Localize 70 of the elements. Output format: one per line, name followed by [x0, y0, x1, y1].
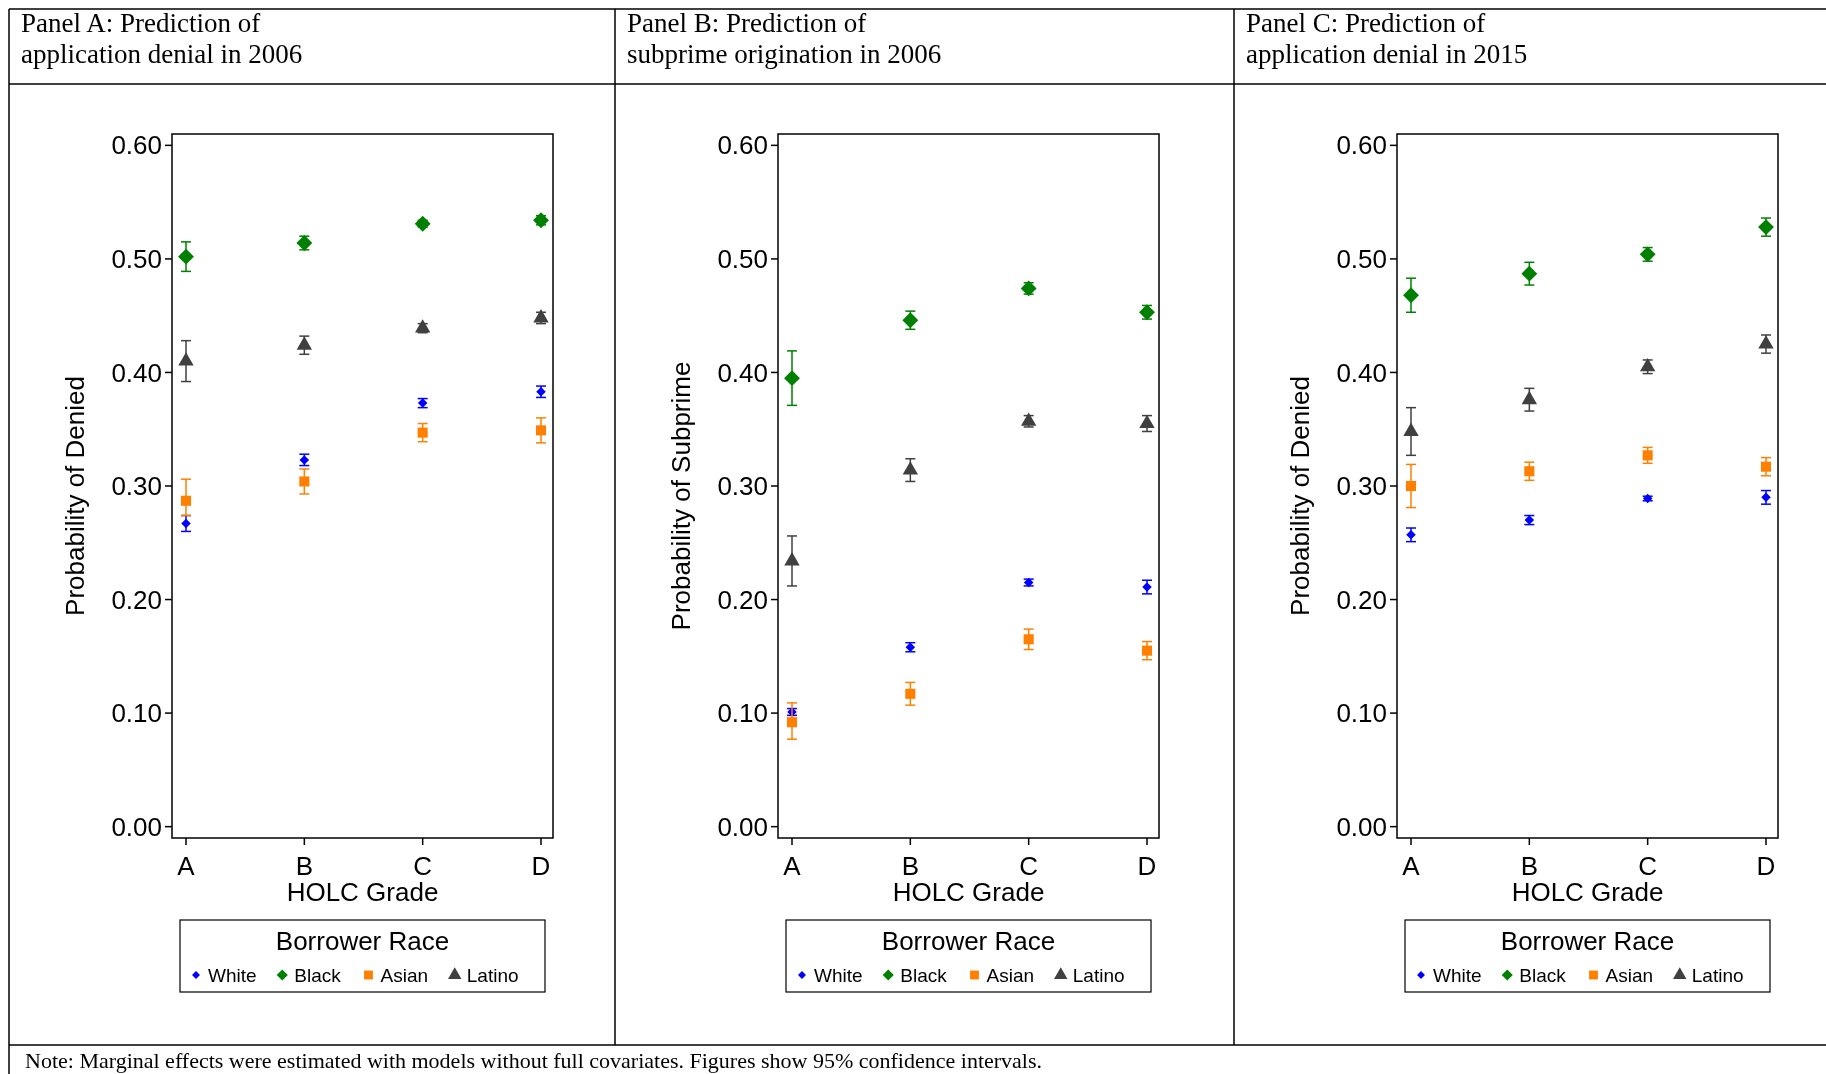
y-tick-label: 0.20: [717, 584, 768, 615]
point: [178, 248, 194, 265]
y-tick-label: 0.00: [111, 811, 162, 842]
legend-title: Borrower Race: [275, 926, 450, 956]
point: [296, 336, 313, 350]
y-tick-label: 0.30: [111, 471, 162, 502]
point: [414, 215, 431, 232]
legend-label: White: [1433, 964, 1482, 986]
point: [1524, 466, 1535, 477]
x-tick-label: D: [1756, 851, 1776, 881]
chart-title: Panel A: Prediction of application denial in 2006: [21, 8, 303, 69]
legend-label: Asian: [380, 964, 429, 986]
point: [1760, 461, 1772, 472]
y-tick-label: 0.30: [1336, 471, 1387, 502]
x-tick-label: A: [1402, 851, 1421, 881]
y-tick-label: 0.00: [1336, 811, 1387, 842]
y-axis-title: Probability of Denied: [60, 376, 90, 616]
y-tick-label: 0.20: [1336, 584, 1387, 615]
y-tick-label: 0.50: [1336, 244, 1387, 274]
point: [1642, 450, 1653, 461]
x-tick-label: D: [1137, 851, 1157, 881]
y-tick-label: 0.20: [111, 584, 162, 615]
legend-label: Black: [294, 964, 342, 986]
text: Note: Marginal effects were estimated with models without full covariates. Figures show 95% confidence intervals.: [25, 1048, 1043, 1073]
y-tick-label: 0.10: [717, 698, 768, 729]
chart-title: Panel B: Prediction of subprime origination in 2006: [627, 8, 942, 69]
y-tick-label: 0.10: [1336, 698, 1387, 729]
y-axis-title: Probability of Subprime: [666, 361, 696, 631]
legend-label: Latino: [1691, 964, 1744, 986]
y-tick-label: 0.60: [111, 130, 162, 161]
legend-title: Borrower Race: [881, 926, 1056, 956]
point: [905, 688, 916, 699]
y-tick-label: 0.60: [1336, 130, 1387, 161]
point: [1405, 480, 1417, 492]
point: [178, 352, 194, 366]
legend-label: Black: [1519, 964, 1567, 986]
legend-label: Latino: [1072, 964, 1125, 986]
point: [181, 518, 191, 529]
y-axis-title: Probability of Denied: [1285, 376, 1315, 616]
y-tick-label: 0.00: [717, 811, 768, 842]
legend-title: Borrower Race: [1500, 926, 1675, 956]
point: [417, 427, 428, 438]
point: [1023, 634, 1034, 645]
point: [786, 717, 798, 728]
chart-title: Panel C: Prediction of application denial in 2015: [1246, 8, 1528, 69]
y-tick-label: 0.50: [717, 244, 768, 274]
y-tick-label: 0.40: [717, 357, 768, 388]
point: [1521, 265, 1538, 282]
point: [180, 495, 192, 506]
x-tick-label: A: [783, 851, 802, 881]
point: [784, 370, 800, 387]
legend-label: Black: [900, 964, 948, 986]
y-tick-label: 0.60: [717, 130, 768, 161]
y-tick-label: 0.30: [717, 471, 768, 502]
y-tick-label: 0.40: [1336, 357, 1387, 388]
y-tick-label: 0.10: [111, 698, 162, 729]
point: [535, 425, 547, 436]
y-tick-label: 0.50: [111, 244, 162, 274]
point: [1141, 645, 1153, 656]
y-tick-label: 0.40: [111, 357, 162, 388]
legend-label: White: [208, 964, 257, 986]
point: [1403, 287, 1419, 304]
legend-label: Asian: [1605, 964, 1654, 986]
legend-label: Latino: [466, 964, 519, 986]
point: [784, 552, 800, 566]
x-tick-label: A: [177, 851, 196, 881]
x-tick-label: D: [531, 851, 551, 881]
legend-label: White: [814, 964, 863, 986]
point: [299, 476, 310, 487]
legend-label: Asian: [986, 964, 1035, 986]
